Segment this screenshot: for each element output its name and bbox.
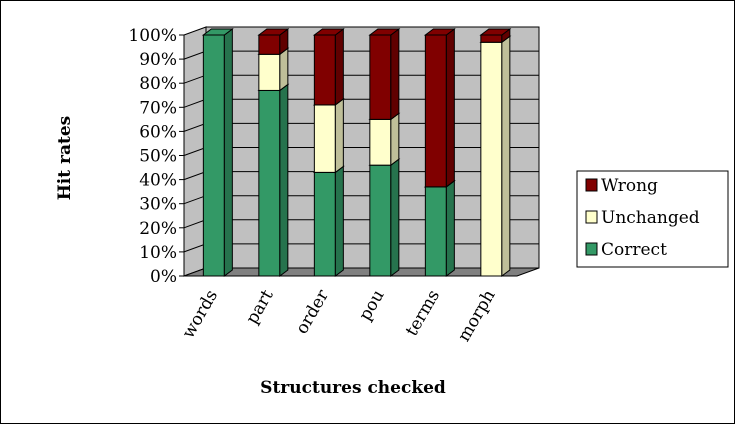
y-tick-label: 50%	[139, 147, 177, 167]
y-tick-label: 80%	[139, 74, 177, 94]
bar-side-unchanged-order	[334, 97, 344, 174]
bar-wrong-pou	[369, 34, 392, 120]
y-tick-label: 60%	[139, 122, 177, 142]
bar-unchanged-part	[258, 53, 281, 91]
bar-correct-pou	[369, 164, 392, 277]
bar-side-wrong-order	[334, 28, 344, 106]
bar-side-correct-order	[334, 165, 344, 277]
bar-side-correct-part	[279, 83, 289, 277]
y-tick-label: 70%	[139, 98, 177, 118]
x-tick-label-pou: pou	[355, 286, 388, 324]
bar-top-wrong-morph	[479, 28, 512, 36]
bar-side-unchanged-part	[279, 47, 289, 92]
bar-side-wrong-pou	[390, 28, 400, 121]
legend-swatch-unchanged	[585, 210, 598, 224]
x-tick-label-morph: morph	[454, 286, 500, 345]
y-tick-label: 0%	[150, 267, 177, 287]
bar-unchanged-morph	[480, 41, 503, 277]
x-tick-label-order: order	[292, 286, 333, 338]
x-tick-label-terms: terms	[402, 287, 444, 340]
chart-bars	[201, 28, 512, 277]
bar-wrong-terms	[424, 34, 447, 188]
y-tick-label: 20%	[139, 219, 177, 239]
y-tick-label: 40%	[139, 171, 177, 191]
x-axis-label: Structures checked	[260, 378, 446, 398]
legend-swatch-correct	[585, 242, 598, 256]
bar-top-wrong-order	[312, 28, 345, 36]
bar-side-wrong-terms	[445, 28, 455, 188]
bar-correct-order	[313, 171, 336, 277]
y-axis-label: Hit rates	[55, 116, 75, 201]
bar-side-correct-words	[223, 28, 233, 277]
bar-wrong-order	[313, 34, 336, 106]
x-tick-label-words: words	[178, 287, 222, 342]
bar-correct-terms	[424, 186, 447, 277]
legend-swatch-wrong	[585, 178, 598, 192]
bar-top-wrong-terms	[423, 28, 456, 36]
legend-label-wrong: Wrong	[601, 176, 658, 196]
y-tick-label: 30%	[139, 195, 177, 215]
bar-side-unchanged-pou	[390, 112, 400, 167]
x-axis-ticks: words part order pou terms morph	[178, 286, 499, 346]
legend-label-correct: Correct	[601, 240, 667, 260]
bar-unchanged-pou	[369, 118, 392, 166]
bar-wrong-part	[258, 34, 281, 55]
y-tick-label: 10%	[139, 243, 177, 263]
legend-label-unchanged: Unchanged	[601, 208, 700, 228]
y-tick-label: 90%	[139, 50, 177, 70]
bar-wrong-morph	[480, 34, 503, 43]
bar-correct-words	[202, 34, 225, 277]
legend-box	[576, 170, 729, 268]
bar-correct-part	[258, 89, 281, 277]
y-axis-ticks: 0% 10% 20% 30% 40% 50% 60% 70% 80% 90% 100%	[128, 26, 185, 287]
legend: Wrong Unchanged Correct	[576, 170, 729, 268]
bar-top-wrong-part	[257, 28, 290, 36]
bar-side-correct-terms	[445, 179, 455, 277]
bar-side-correct-pou	[390, 158, 400, 277]
x-tick-label-part: part	[242, 286, 277, 327]
y-tick-label: 100%	[128, 26, 177, 46]
bar-top-wrong-pou	[368, 28, 401, 36]
bar-unchanged-order	[313, 104, 336, 173]
bar-top-correct-words	[201, 28, 234, 36]
bar-side-unchanged-morph	[501, 35, 511, 277]
